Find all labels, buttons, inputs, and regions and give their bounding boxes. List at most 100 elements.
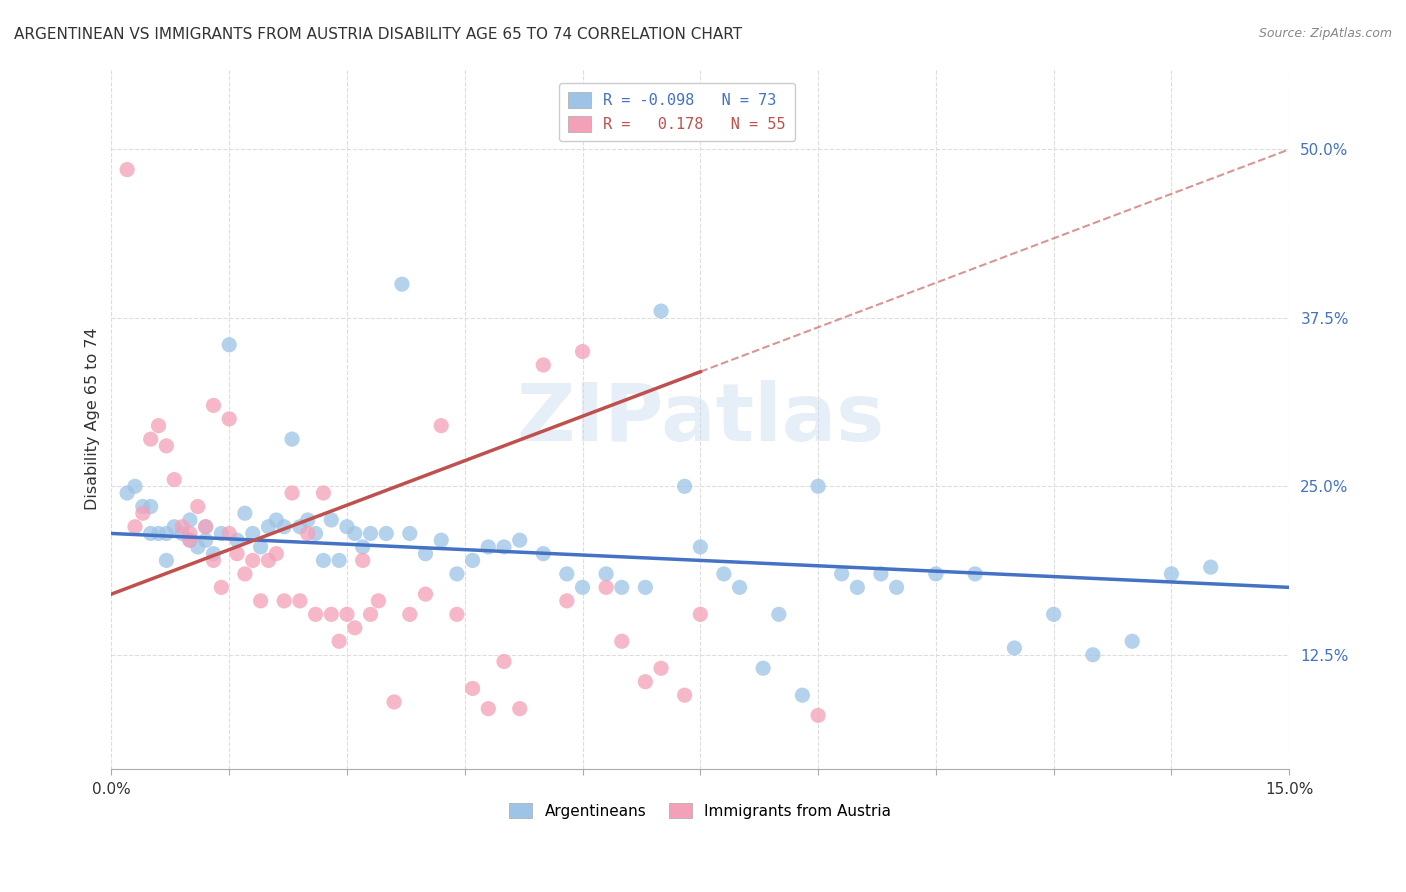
Point [321,513,343,527]
Point [673,688,696,702]
Point [477,540,499,554]
Point [202,547,225,561]
Point [163,519,186,533]
Point [218,526,240,541]
Point [209,580,232,594]
Point [415,547,437,561]
Point [1199,560,1222,574]
Point [297,526,319,541]
Point [807,708,830,723]
Point [610,580,633,594]
Point [321,607,343,622]
Point [595,566,617,581]
Point [1160,566,1182,581]
Point [155,553,177,567]
Text: ZIPatlas: ZIPatlas [516,380,884,458]
Point [555,594,578,608]
Point [187,500,209,514]
Point [226,533,249,548]
Point [492,540,515,554]
Point [249,594,271,608]
Point [155,526,177,541]
Point [1042,607,1064,622]
Point [233,566,256,581]
Point [367,594,389,608]
Point [132,500,155,514]
Point [179,526,201,541]
Point [382,695,405,709]
Point [375,526,398,541]
Point [281,486,304,500]
Point [343,621,366,635]
Point [273,594,295,608]
Point [209,526,232,541]
Point [768,607,790,622]
Point [266,513,288,527]
Point [336,519,359,533]
Point [187,540,209,554]
Point [509,701,531,715]
Point [242,553,264,567]
Point [297,513,319,527]
Point [398,526,420,541]
Point [430,533,453,548]
Point [509,533,531,548]
Point [650,304,672,318]
Point [179,513,201,527]
Point [155,439,177,453]
Point [965,566,987,581]
Point [266,547,288,561]
Point [430,418,453,433]
Point [446,566,468,581]
Point [218,338,240,352]
Point [360,607,382,622]
Point [172,519,194,533]
Point [870,566,893,581]
Point [713,566,735,581]
Point [304,607,326,622]
Point [352,553,374,567]
Point [925,566,948,581]
Point [689,540,711,554]
Point [846,580,869,594]
Point [571,344,593,359]
Point [172,526,194,541]
Point [218,412,240,426]
Point [124,519,146,533]
Point [886,580,908,594]
Point [163,473,186,487]
Point [461,681,484,696]
Point [492,655,515,669]
Point [336,607,359,622]
Point [179,533,201,548]
Y-axis label: Disability Age 65 to 74: Disability Age 65 to 74 [86,327,100,510]
Point [179,533,201,548]
Text: Source: ZipAtlas.com: Source: ZipAtlas.com [1258,27,1392,40]
Point [139,526,162,541]
Point [1081,648,1104,662]
Point [634,580,657,594]
Point [807,479,830,493]
Point [650,661,672,675]
Point [273,519,295,533]
Point [531,358,554,372]
Point [115,162,138,177]
Point [446,607,468,622]
Point [304,526,326,541]
Point [360,526,382,541]
Point [461,553,484,567]
Point [139,432,162,446]
Point [792,688,814,702]
Point [242,526,264,541]
Point [352,540,374,554]
Point [728,580,751,594]
Point [531,547,554,561]
Legend: Argentineans, Immigrants from Austria: Argentineans, Immigrants from Austria [503,797,897,825]
Point [194,519,217,533]
Point [288,519,311,533]
Point [610,634,633,648]
Point [831,566,853,581]
Point [233,506,256,520]
Point [571,580,593,594]
Point [595,580,617,594]
